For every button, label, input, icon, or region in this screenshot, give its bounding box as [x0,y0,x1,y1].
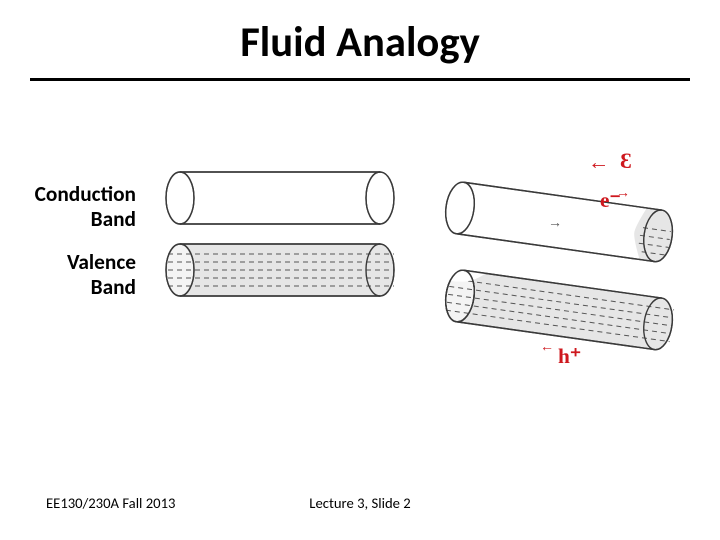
annotation-epsilon-arrow: ← [588,150,609,175]
footer-lecture-slide: Lecture 3, Slide 2 [0,494,720,512]
label-conduction-band: Conduction Band [28,182,136,231]
tube-valence-left [166,244,394,296]
slide-title: Fluid Analogy [0,16,720,68]
label-valence-band: Valence Band [28,250,136,299]
annotation-hole-arrow: ← [540,340,554,356]
annotation-epsilon: Ɛ [620,148,632,174]
tube-conduction-left [166,172,394,224]
annotation-electron-arrow: → [616,186,630,202]
title-underline [30,78,690,81]
annotation-internal-arrow: → [548,216,562,232]
slide-root: Fluid Analogy Conduction Band Valence Ba… [0,0,720,540]
tube-valence-right [443,268,676,351]
annotation-hole: h⁺ [558,344,581,369]
